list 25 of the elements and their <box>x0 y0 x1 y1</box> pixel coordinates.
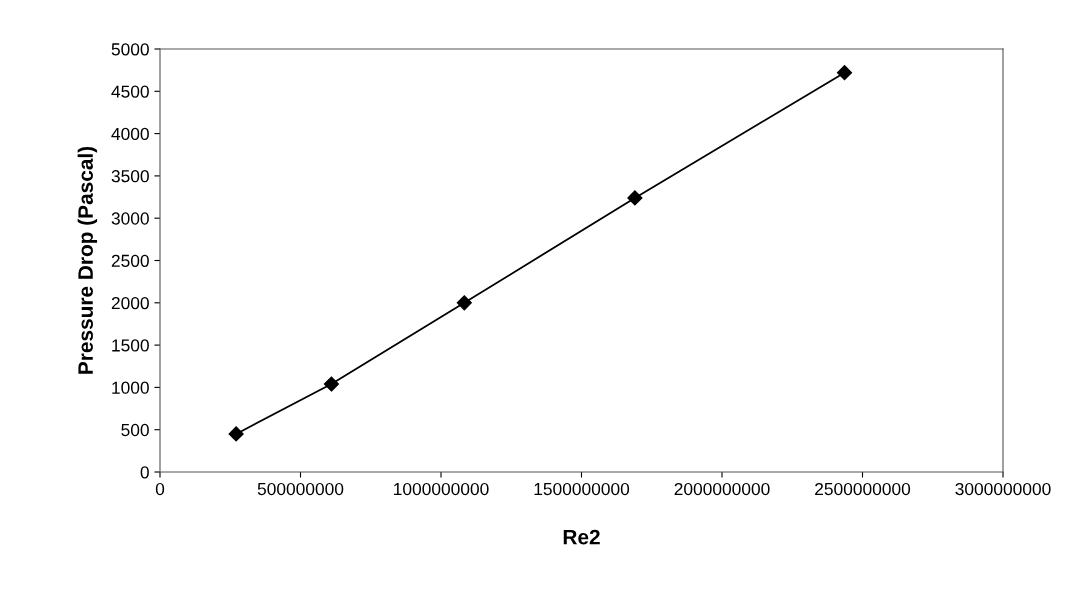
x-tick-label: 2500000000 <box>815 482 911 496</box>
point <box>627 190 643 206</box>
y-tick-label: 4500 <box>111 85 149 98</box>
x-tick-label: 3000000000 <box>955 482 1051 496</box>
x-tick-label: 0 <box>155 482 165 496</box>
y-tick-label: 500 <box>121 423 149 437</box>
y-tick-label: 3500 <box>111 170 149 183</box>
y-tick-label: 2500 <box>111 254 149 267</box>
x-tick-label: 500000000 <box>257 482 344 496</box>
x-tick-label: 1500000000 <box>534 482 630 496</box>
y-tick-label: 3000 <box>111 212 149 225</box>
y-tick-label: 0 <box>140 466 149 479</box>
point <box>456 295 472 311</box>
y-tick-label: 1000 <box>112 381 149 394</box>
y-tick-label: 4000 <box>111 127 149 141</box>
x-tick-label: 1000000000 <box>394 482 489 496</box>
x-tick-label: 2000000000 <box>674 482 770 496</box>
y-tick-label: 2000 <box>111 296 149 310</box>
y-tick-label: 5000 <box>111 43 149 56</box>
point <box>323 376 339 392</box>
point <box>836 65 853 81</box>
point <box>228 426 244 442</box>
y-tick-label: 1500 <box>112 339 149 352</box>
y-axis-title: Pressure Drop (Pascal) <box>77 146 98 374</box>
x-axis-title: Re2 <box>563 529 600 545</box>
